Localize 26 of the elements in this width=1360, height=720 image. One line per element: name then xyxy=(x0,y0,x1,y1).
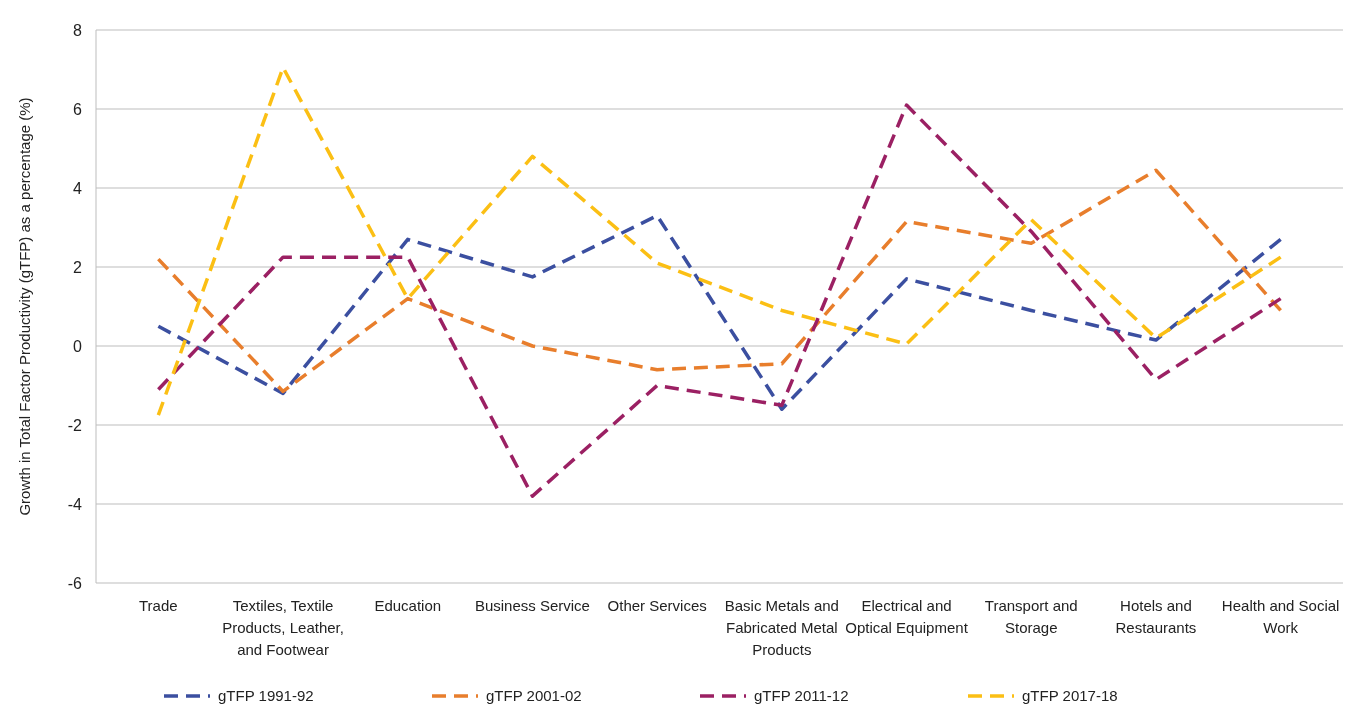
y-tick-label: -2 xyxy=(67,416,83,434)
x-tick-label: Business Service xyxy=(474,597,590,614)
y-tick-label: 0 xyxy=(73,337,83,355)
y-tick-label: -6 xyxy=(67,574,83,592)
y-tick-label: 4 xyxy=(73,179,83,197)
legend-label: gTFP 2017-18 xyxy=(1022,687,1118,705)
legend-label: gTFP 1991-92 xyxy=(218,687,314,705)
x-tick-label: Electrical and Optical Equipment xyxy=(845,597,969,636)
x-tick-label: Education xyxy=(374,597,442,614)
line-series xyxy=(156,103,1283,498)
x-tick-label: Hotels and Restaurants xyxy=(1115,597,1197,636)
x-tick-label: Basic Metals and Fabricated Metal Products xyxy=(724,597,839,658)
legend-label: gTFP 2011-12 xyxy=(754,687,849,705)
line-series xyxy=(156,213,1283,411)
y-tick-label: -4 xyxy=(67,495,83,513)
y-tick-label: 6 xyxy=(73,100,83,118)
y-tick-label: 2 xyxy=(73,258,83,276)
y-axis-title: Growth in Total Factor Productivity (gTFP) as a percentage (%) xyxy=(16,97,33,516)
x-tick-label: Other Services xyxy=(607,597,707,614)
line-series xyxy=(156,168,1283,394)
x-tick-label: Textiles, Textile Products, Leather, and Footwear xyxy=(222,597,344,658)
x-tick-label: Trade xyxy=(139,597,178,614)
legend-label: gTFP 2001-02 xyxy=(486,687,582,705)
x-tick-label: Transport and Storage xyxy=(984,597,1078,636)
y-tick-label: 8 xyxy=(73,21,83,39)
x-tick-label: Health and Social Work xyxy=(1221,597,1340,636)
